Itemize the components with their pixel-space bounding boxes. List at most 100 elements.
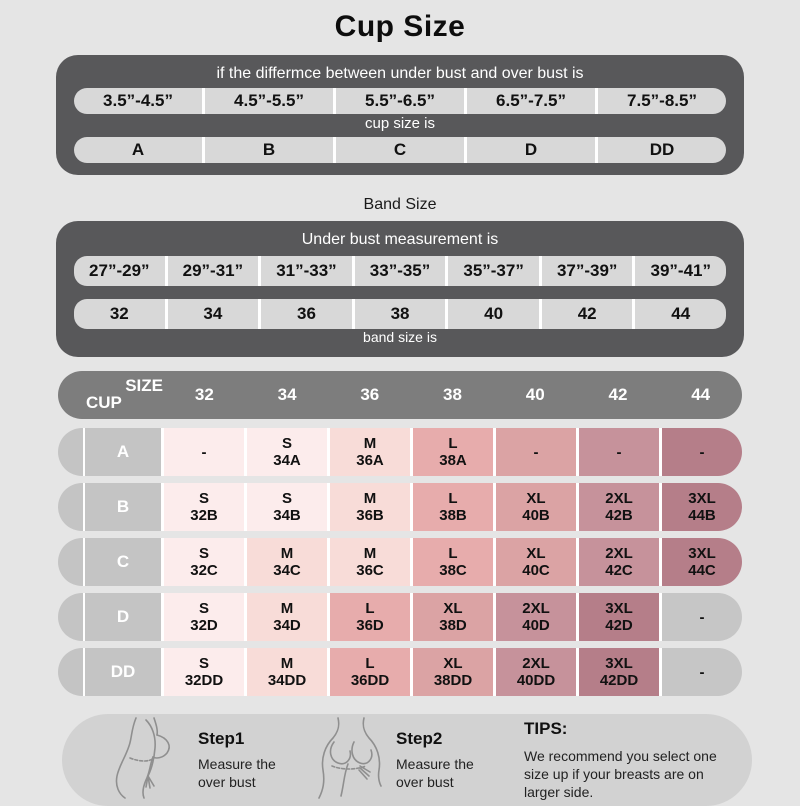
size-cell: 2XL 40DD [493,648,576,696]
corner-size-label: SIZE [125,376,163,395]
size-cell-letter: 2XL [522,600,550,617]
size-cell-dash: - [616,443,622,461]
matrix-body: A - S 34A M 36A L 38A - - - B S 32B S 34B M 36B L 38B XL 40B 2… [58,428,742,696]
size-cell-letter: L [365,600,375,617]
size-cell-code: 38A [439,452,467,469]
matrix-row-cup-dd: DD S 32DD M 34DD L 36DD XL 38DD 2XL 40DD 3XL 42DD - [58,648,742,696]
size-cell: - [493,428,576,476]
cup-letter-pill: D [464,137,595,163]
size-cell-letter: XL [526,490,546,507]
matrix-column-header: 32 [194,385,214,404]
step2-figure-icon [308,716,390,805]
size-cell-letter: M [280,600,294,617]
size-cell-letter: 2XL [605,545,633,562]
size-cell-code: 38C [439,562,467,579]
size-cell-code: 42D [605,617,633,634]
band-number-row: 32 34 36 38 40 42 44 [74,299,727,329]
size-cell: S 34A [244,428,327,476]
size-cell-letter: XL [443,655,463,672]
size-cell: - [659,428,742,476]
size-cell-dash: - [533,443,539,461]
size-cell-code: 36C [356,562,384,579]
size-cell-letter: 2XL [605,490,633,507]
size-cell-code: 40D [522,617,550,634]
step1-title: Step1 [198,729,245,748]
size-cell: 2XL 42B [576,483,659,531]
matrix-column-headers: 32 34 36 38 40 42 44 [163,371,742,419]
size-cell-code: 40B [522,507,550,524]
size-cell-code: 34A [273,452,301,469]
cup-letter-pill: A [74,137,202,163]
under-bust-heading: Under bust measurement is [301,231,499,248]
matrix-column-header: 40 [525,385,545,404]
size-cell-code: 40DD [516,672,556,689]
step1-text: Measure the over bust [198,756,276,790]
band-size-title: Band Size [363,196,437,213]
step2-text: Measure the over bust [396,756,474,790]
size-cell-code: 42C [605,562,633,579]
cup-difference-range-pill: 4.5”-5.5” [202,88,333,114]
cup-difference-range-pill: 5.5”-6.5” [333,88,464,114]
size-cell: XL 38D [410,593,493,641]
corner-cup-label: CUP [86,393,122,412]
size-cell: L 38B [410,483,493,531]
size-cell-letter: M [363,435,377,452]
cup-letter-row: A B C D DD [74,137,726,163]
size-cell-code: 40C [522,562,550,579]
size-cell-letter: S [281,490,292,507]
size-cell-code: 32D [190,617,218,634]
under-bust-range-pill: 29”-31” [164,256,259,286]
size-cell: L 36D [327,593,410,641]
size-cell-letter: M [280,545,294,562]
tips-text: We recommend you select one size up if y… [524,748,717,800]
matrix-column-header: 38 [443,385,462,404]
row-cup-label: B [83,483,161,531]
size-cell: S 34B [244,483,327,531]
size-cell: M 34D [244,593,327,641]
cup-letter-pill: B [202,137,333,163]
size-cell: M 36A [327,428,410,476]
cup-letter-pill: DD [595,137,726,163]
size-cell-letter: XL [526,545,546,562]
size-cell: XL 40C [493,538,576,586]
size-cell: L 38C [410,538,493,586]
cup-size-panel: if the differmce between under bust and … [56,55,744,175]
size-cell-letter: XL [443,600,463,617]
band-number-pill: 40 [445,299,539,329]
size-cell: S 32DD [161,648,244,696]
size-matrix-header: SIZE CUP 32 34 36 38 40 42 44 [58,371,742,419]
under-bust-range-row: 27”-29” 29”-31” 31”-33” 33”-35” 35”-37” 37”-3… [74,256,727,286]
band-size-panel: Under bust measurement is 27”-29” 29”-31”… [56,221,744,357]
size-cell-code: 38D [439,617,467,634]
size-cell-code: 36B [356,507,384,524]
size-cell-code: 34B [273,507,301,524]
matrix-row-cup-d: D S 32D M 34D L 36D XL 38D 2XL 40D 3XL 42D - [58,593,742,641]
size-cell: - [659,648,742,696]
size-cell-code: 36A [356,452,384,469]
cup-difference-range-pill: 6.5”-7.5” [464,88,595,114]
size-cell-code: 32B [190,507,218,524]
size-cell-code: 34D [273,617,301,634]
size-cell-letter: S [281,435,292,452]
size-cell-dash: - [699,608,705,626]
size-cell-letter: L [448,490,458,507]
row-end-cap [58,428,83,476]
size-cell-letter: L [365,655,375,672]
size-cell-letter: L [448,545,458,562]
size-cell: 3XL 44B [659,483,742,531]
size-cell-code: 34DD [267,672,307,689]
band-number-pill: 34 [164,299,259,329]
matrix-column-header: 42 [608,385,628,404]
cup-difference-range-pill: 3.5”-4.5” [74,88,202,114]
under-bust-range-pill: 31”-33” [258,256,352,286]
row-end-cap [58,538,83,586]
size-cell: M 36B [327,483,410,531]
cup-letter-pill: C [333,137,464,163]
row-cup-label: A [83,428,161,476]
size-cell: S 32D [161,593,244,641]
size-cell: S 32B [161,483,244,531]
size-cell-code: 42B [605,507,633,524]
step1-figure-icon [104,716,192,805]
size-cell-letter: S [198,655,209,672]
size-cell: M 34C [244,538,327,586]
